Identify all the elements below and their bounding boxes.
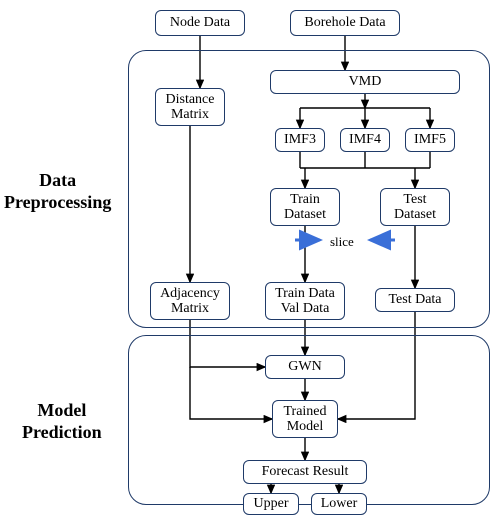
vmd-box: VMD	[270, 70, 460, 94]
slice-annotation: slice	[330, 234, 354, 250]
forecast-result-box: Forecast Result	[243, 460, 367, 484]
imf3-box: IMF3	[275, 128, 325, 152]
lower-box: Lower	[311, 493, 367, 515]
borehole-data-box: Borehole Data	[290, 10, 400, 36]
section-label-preprocess: DataPreprocessing	[4, 170, 111, 213]
train-val-data-box: Train DataVal Data	[265, 282, 345, 320]
train-dataset-box: TrainDataset	[270, 188, 340, 226]
adjacency-matrix-box: AdjacencyMatrix	[150, 282, 230, 320]
upper-box: Upper	[243, 493, 299, 515]
gwn-box: GWN	[265, 355, 345, 379]
node-data-box: Node Data	[155, 10, 245, 36]
trained-model-box: TrainedModel	[272, 400, 338, 438]
imf5-box: IMF5	[405, 128, 455, 152]
imf4-box: IMF4	[340, 128, 390, 152]
test-data-box: Test Data	[375, 288, 455, 312]
section-label-model: ModelPrediction	[22, 400, 102, 443]
test-dataset-box: TestDataset	[380, 188, 450, 226]
distance-matrix-box: DistanceMatrix	[155, 88, 225, 126]
